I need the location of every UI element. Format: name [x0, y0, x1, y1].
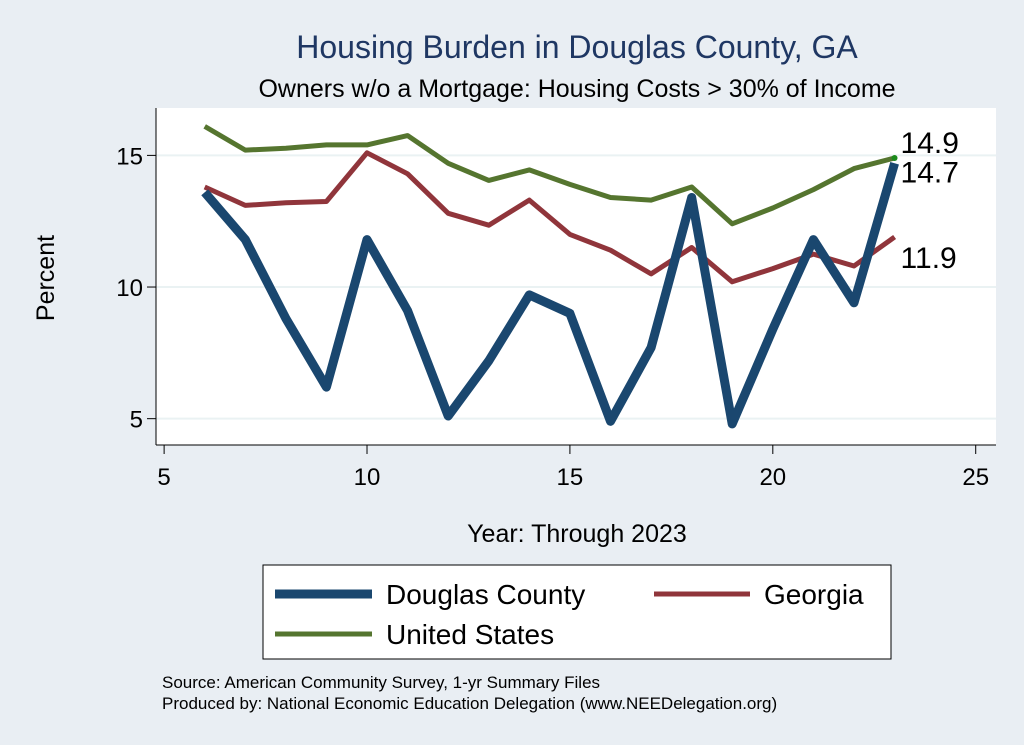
x-tick-label-5: 5 [157, 464, 170, 491]
series-line-georgia [203, 150, 897, 285]
x-axis-title: Year: Through 2023 [467, 520, 687, 548]
y-axis-title: Percent [32, 235, 60, 321]
series-endpoint-united-states [891, 155, 898, 162]
end-labels: 14.914.7 11.9 [901, 127, 959, 275]
x-tick-label-20: 20 [759, 464, 786, 491]
legend-box [262, 564, 892, 660]
end-label-douglas-county: 14.7 [901, 156, 959, 189]
chart-title: Housing Burden in Douglas County, GA [296, 29, 858, 65]
end-label-georgia: 11.9 [901, 242, 957, 275]
x-tick-label-10: 10 [354, 464, 381, 491]
plot-area [156, 108, 996, 445]
x-tick-label-15: 15 [557, 464, 584, 491]
source-note: Source: American Community Survey, 1-yr … [162, 673, 600, 692]
x-tick-label-25: 25 [962, 464, 989, 491]
producer-note: Produced by: National Economic Education… [162, 694, 777, 713]
legend: Douglas County Georgia United States [262, 564, 892, 660]
legend-label-georgia: Georgia [764, 579, 864, 610]
end-label-united-states: 14.9 [901, 127, 959, 160]
legend-label-united-states: United States [386, 619, 554, 650]
chart-subtitle: Owners w/o a Mortgage: Housing Costs > 3… [258, 75, 895, 103]
legend-label-douglas-county: Douglas County [386, 579, 585, 610]
series-line-douglas-county [201, 162, 899, 429]
y-tick-label-5: 5 [130, 407, 143, 434]
series-line-united-states [203, 124, 896, 227]
series-lines [201, 124, 899, 429]
axes: 5 10 15 5 10 15 20 25 [116, 108, 996, 491]
y-tick-label-15: 15 [116, 143, 143, 170]
y-tick-label-10: 10 [116, 275, 143, 302]
